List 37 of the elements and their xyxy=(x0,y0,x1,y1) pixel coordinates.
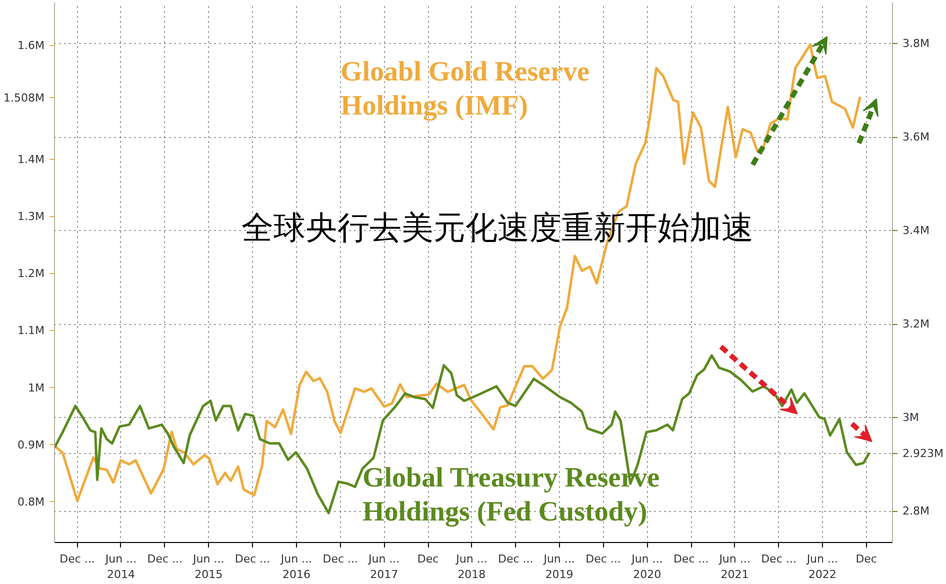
y2-tick-label: 2.923M xyxy=(902,447,944,460)
line-series xyxy=(54,43,862,502)
x-tick-label: Jun ... 2015 xyxy=(192,552,224,582)
y-tick-label: 1.508M xyxy=(4,91,45,104)
x-tick-label: Dec xyxy=(856,552,877,566)
y-tick-label: 1.4M xyxy=(18,152,44,166)
x-tick-label: Dec ... xyxy=(761,552,796,566)
x-tick-label: Dec ... xyxy=(322,552,358,566)
x-tick-label: Dec ... xyxy=(673,552,709,566)
x-tick-label: Jun ... 2019 xyxy=(542,552,575,582)
y-tick-label: 1.3M xyxy=(18,210,44,224)
y2-tick-label: 3.8M xyxy=(902,37,930,50)
x-tick-label: Dec ... xyxy=(234,552,270,566)
x-tick-label: Jun ... 2014 xyxy=(104,552,137,582)
x-tick-label: Dec ... xyxy=(586,552,621,566)
x-tick-label: Dec ... xyxy=(147,552,183,566)
x-tick-label: Jun ... 2020 xyxy=(630,552,663,582)
x-tick-label: Dec xyxy=(417,552,439,566)
y-tick-label: 1.2M xyxy=(18,267,44,280)
x-tick-label: Jun ... 2017 xyxy=(367,552,400,582)
y2-tick-label: 3.4M xyxy=(902,224,930,238)
y2-tick-label: 2.8M xyxy=(902,504,930,518)
y-tick-label: 1M xyxy=(28,381,45,394)
x-tick-label: Jun ... 2021 xyxy=(718,552,750,582)
x-tick-label: Dec ... xyxy=(498,552,534,566)
y-tick-label: 0.9M xyxy=(18,438,44,452)
x-tick-label: Jun ... 2018 xyxy=(455,552,488,582)
text: Gloabl Gold Reserve Holdings (IMF) xyxy=(340,56,590,122)
x-tick-label: Dec ... xyxy=(60,552,95,566)
x-tick-label: Jun ... 2016 xyxy=(280,552,312,582)
y2-tick-label: 3M xyxy=(902,411,919,424)
y-tick-label: 1.1M xyxy=(18,324,44,338)
y-tick-label: 1.6M xyxy=(18,38,44,52)
y2-tick-label: 3.2M xyxy=(902,318,930,331)
y-tick-label: 0.8M xyxy=(18,495,44,508)
y2-tick-label: 3.6M xyxy=(902,130,930,144)
x-tick-label: Jun ... 2022 xyxy=(806,552,838,582)
